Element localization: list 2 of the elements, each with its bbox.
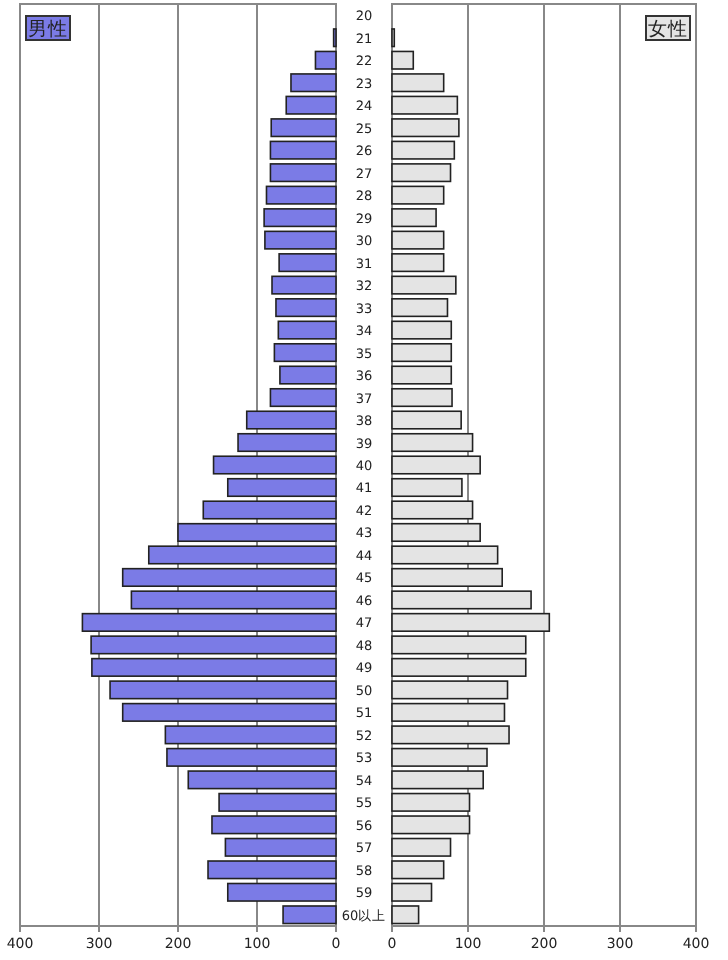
legend: 男性 [25, 15, 71, 41]
legend: 女性 [645, 15, 691, 41]
